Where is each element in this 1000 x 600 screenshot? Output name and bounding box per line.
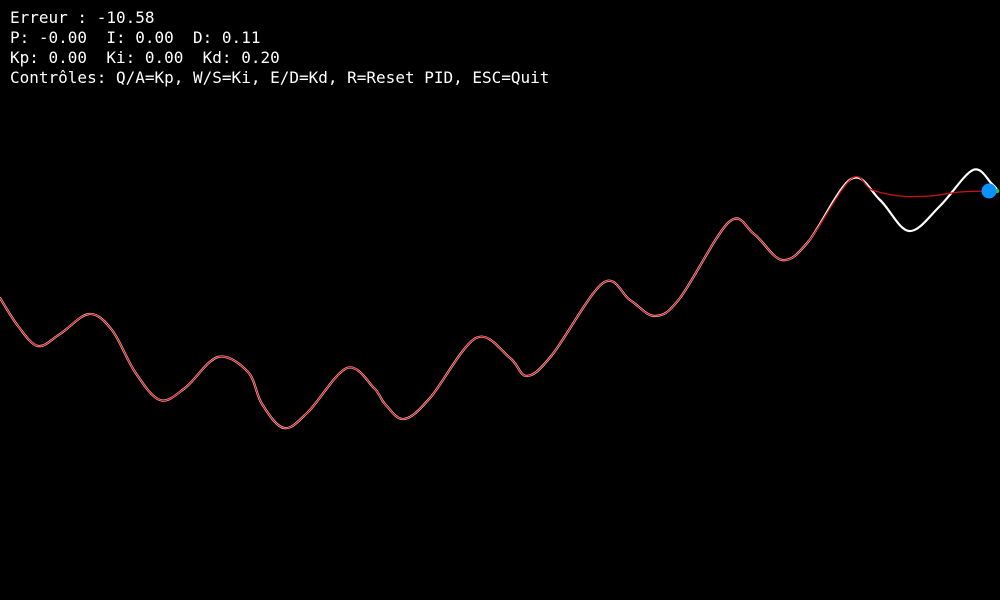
blue-dot-icon [981, 183, 997, 199]
target-path [0, 168, 1000, 430]
pid-gains-readout: Kp: 0.00 Ki: 0.00 Kd: 0.20 [10, 48, 280, 67]
tracked-path [0, 176, 990, 429]
pid-terms-readout: P: -0.00 I: 0.00 D: 0.11 [10, 28, 261, 47]
controls-help: Contrôles: Q/A=Kp, W/S=Ki, E/D=Kd, R=Res… [10, 68, 550, 87]
error-readout: Erreur : -10.58 [10, 8, 155, 27]
